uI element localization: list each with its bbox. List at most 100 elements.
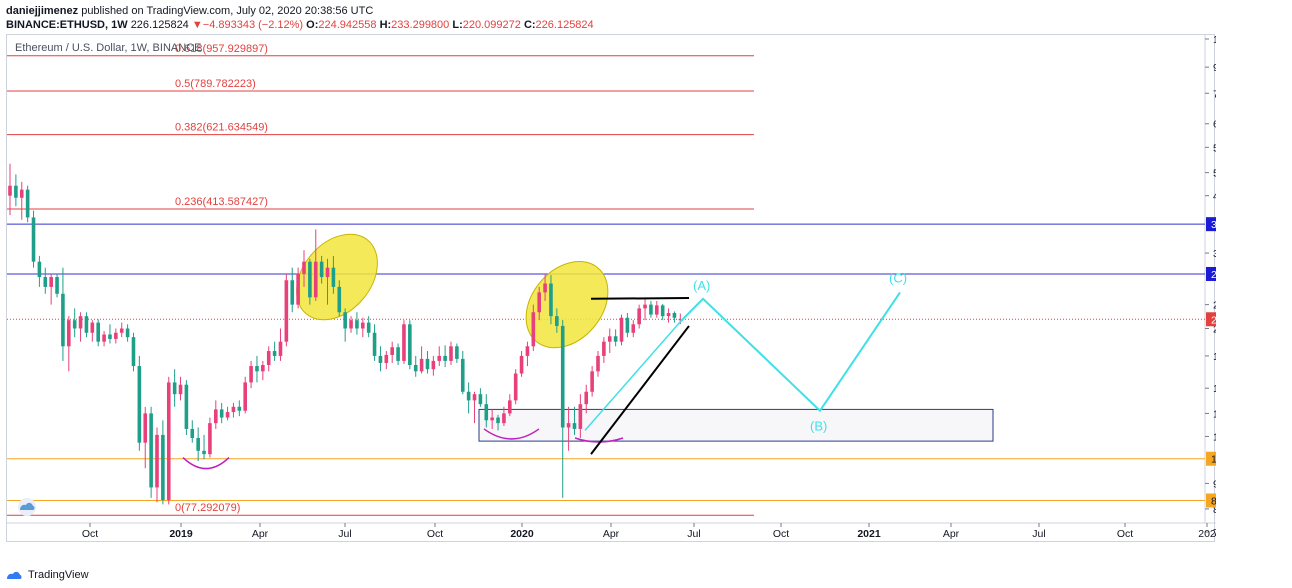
- candle-body: [296, 273, 300, 305]
- candle-body: [119, 328, 124, 333]
- candle-body: [502, 413, 506, 424]
- candle-body: [19, 189, 24, 198]
- candle-body: [637, 308, 641, 325]
- candle-body: [537, 292, 541, 313]
- candle-body: [290, 280, 295, 305]
- candle-body: [284, 280, 289, 342]
- candle-body: [572, 423, 577, 429]
- candle-body: [243, 382, 247, 411]
- candle-body: [466, 391, 471, 401]
- wave-label-c: (C): [889, 270, 907, 285]
- y-tick-label: 900.000000: [1213, 62, 1216, 74]
- y-tick-label: 135.000000: [1213, 408, 1216, 420]
- x-tick-label: Jul: [687, 528, 700, 540]
- candle-body: [108, 334, 112, 339]
- candle-body: [478, 394, 483, 405]
- x-tick-label: Oct: [82, 528, 98, 540]
- price-axis-badge-label: 289.801466: [1211, 269, 1216, 281]
- candle-body: [366, 322, 371, 333]
- candle-body: [613, 336, 618, 342]
- price-axis-badge-label: 226.125824: [1211, 314, 1216, 326]
- open-value: 224.942558: [318, 19, 377, 31]
- fib-level-label: 0.236(413.587427): [175, 196, 268, 208]
- candle-body: [313, 261, 318, 298]
- x-tick-label: Oct: [427, 528, 443, 540]
- price-axis-badge-label: 380.763608: [1211, 219, 1216, 231]
- brand-name[interactable]: TradingView: [28, 569, 89, 581]
- y-tick-label: 185.000000: [1213, 351, 1216, 363]
- candle-body: [72, 320, 77, 329]
- candle-body: [343, 312, 347, 329]
- low-label: L:: [452, 19, 463, 31]
- candle-body: [219, 409, 224, 418]
- abc-projection-path: [680, 291, 901, 413]
- candle-body: [161, 434, 165, 501]
- candle-body: [413, 365, 418, 372]
- price-axis-badge: [1206, 312, 1216, 327]
- candle-body: [149, 413, 153, 488]
- wave-label-a: (A): [693, 278, 710, 293]
- candle-body: [208, 423, 212, 455]
- candle-body: [231, 406, 236, 413]
- candle-body: [678, 319, 683, 321]
- y-tick-label: 445.000000: [1213, 191, 1216, 203]
- x-tick-label: 2020: [510, 528, 534, 540]
- candle-body: [361, 322, 365, 329]
- candle-body: [555, 316, 559, 326]
- y-tick-label: 505.000000: [1213, 168, 1216, 180]
- candle-body: [631, 324, 636, 333]
- chart-canvas[interactable]: 0.618(957.929897) 0.5(789.782223) 0.382(62…: [7, 35, 1216, 543]
- candle-body: [437, 355, 442, 361]
- candle-body: [196, 437, 200, 451]
- candle-body: [266, 351, 271, 366]
- candle-body: [137, 366, 142, 443]
- chart-title: Ethereum / U.S. Dollar, 1W, BINANCE: [15, 42, 201, 54]
- candle-body: [560, 325, 565, 428]
- candle-body: [419, 358, 424, 372]
- candle-body: [78, 316, 83, 329]
- candle-body: [272, 351, 277, 356]
- candle-body: [102, 334, 106, 342]
- y-tick-label: 660.000000: [1213, 119, 1216, 131]
- candle-body: [255, 366, 259, 372]
- y-tick-label: 70.500000: [1213, 527, 1216, 539]
- candle-body: [566, 423, 571, 428]
- candle-body: [308, 261, 312, 298]
- high-value: 233.299800: [391, 19, 450, 31]
- high-label: H:: [379, 19, 392, 31]
- y-tick-label: 245.000000: [1213, 300, 1216, 312]
- y-tick-label: 780.000000: [1213, 88, 1216, 100]
- candle-body: [666, 313, 671, 317]
- chart-header: daniejjimenez published on TradingView.c…: [6, 4, 594, 32]
- candle-body: [125, 328, 130, 338]
- candle-body: [449, 346, 453, 361]
- candle-body: [460, 358, 465, 392]
- candle-body: [349, 320, 353, 329]
- candle-body: [155, 434, 159, 488]
- candle-body: [184, 384, 189, 429]
- candle-body: [443, 355, 447, 361]
- fib-level-label: 0.618(957.929897): [175, 43, 268, 55]
- candle-body: [672, 313, 677, 318]
- candle-body: [90, 322, 95, 333]
- highlight-ellipse: [525, 261, 609, 349]
- chart-pane[interactable]: 0.618(957.929897) 0.5(789.782223) 0.382(62…: [6, 34, 1216, 543]
- y-tick-label: 155.000000: [1213, 383, 1216, 395]
- price-axis-badge: [1206, 217, 1216, 232]
- author-name[interactable]: daniejjimenez: [6, 5, 79, 17]
- cloud-icon: [20, 502, 35, 510]
- candle-body: [372, 332, 377, 356]
- y-tick-label: 119.000000: [1213, 431, 1216, 443]
- x-tick-label: Oct: [773, 528, 789, 540]
- candle-body: [43, 277, 48, 287]
- candle-body: [519, 355, 524, 374]
- candle-body: [396, 347, 400, 361]
- price-axis-badge-label: 105.329083: [1211, 454, 1216, 466]
- candle-body: [202, 450, 206, 455]
- candle-body: [578, 404, 583, 429]
- price-axis-badge: [1206, 266, 1216, 281]
- price-axis-badge-label: 83.791379: [1211, 495, 1216, 507]
- candle-body: [508, 400, 512, 414]
- candle-body: [425, 358, 430, 370]
- candle-body: [543, 283, 547, 293]
